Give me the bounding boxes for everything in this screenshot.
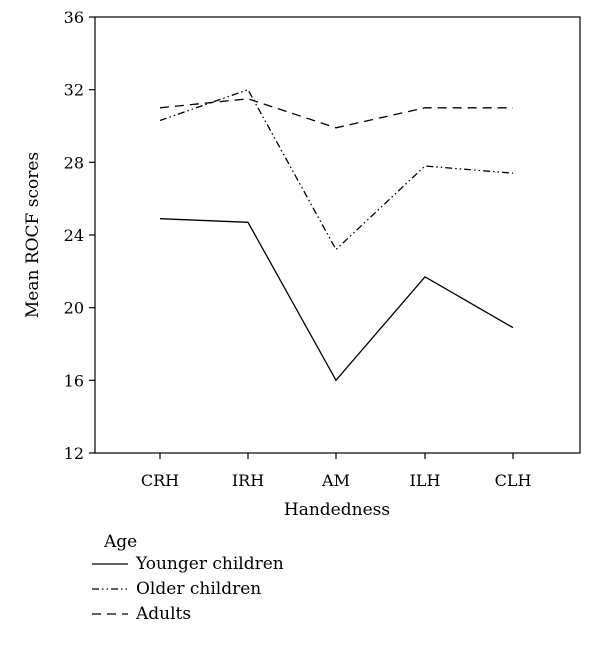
plot-frame (94, 16, 581, 454)
y-axis: 12 16 20 24 28 32 36 (64, 8, 95, 463)
y-axis-label: Mean ROCF scores (23, 152, 43, 318)
legend-title: Age (103, 532, 137, 552)
series-line-younger-children (159, 218, 514, 382)
y-tick-label: 12 (64, 444, 84, 463)
series-line-adults (159, 98, 513, 129)
y-tick-label: 32 (64, 81, 84, 100)
x-tick-label: AM (321, 471, 350, 490)
x-tick-label: IRH (232, 471, 264, 490)
x-axis-label: Handedness (284, 500, 390, 520)
x-tick-label: CRH (141, 471, 179, 490)
y-tick-label: 36 (64, 8, 84, 27)
x-tick-label: CLH (495, 471, 532, 490)
legend-label: Adults (135, 604, 191, 624)
series-line-older-children (159, 88, 514, 251)
y-tick-label: 28 (64, 153, 84, 172)
x-axis: CRH IRH AM ILH CLH (141, 453, 532, 490)
legend-label: Older children (136, 579, 261, 599)
legend: Age Younger children Older children Adults (92, 532, 284, 624)
y-tick-label: 20 (64, 299, 84, 318)
legend-label: Younger children (135, 554, 284, 574)
x-tick-label: ILH (410, 471, 441, 490)
y-tick-label: 24 (64, 226, 84, 245)
y-tick-label: 16 (64, 371, 84, 390)
series-lines (159, 88, 514, 382)
